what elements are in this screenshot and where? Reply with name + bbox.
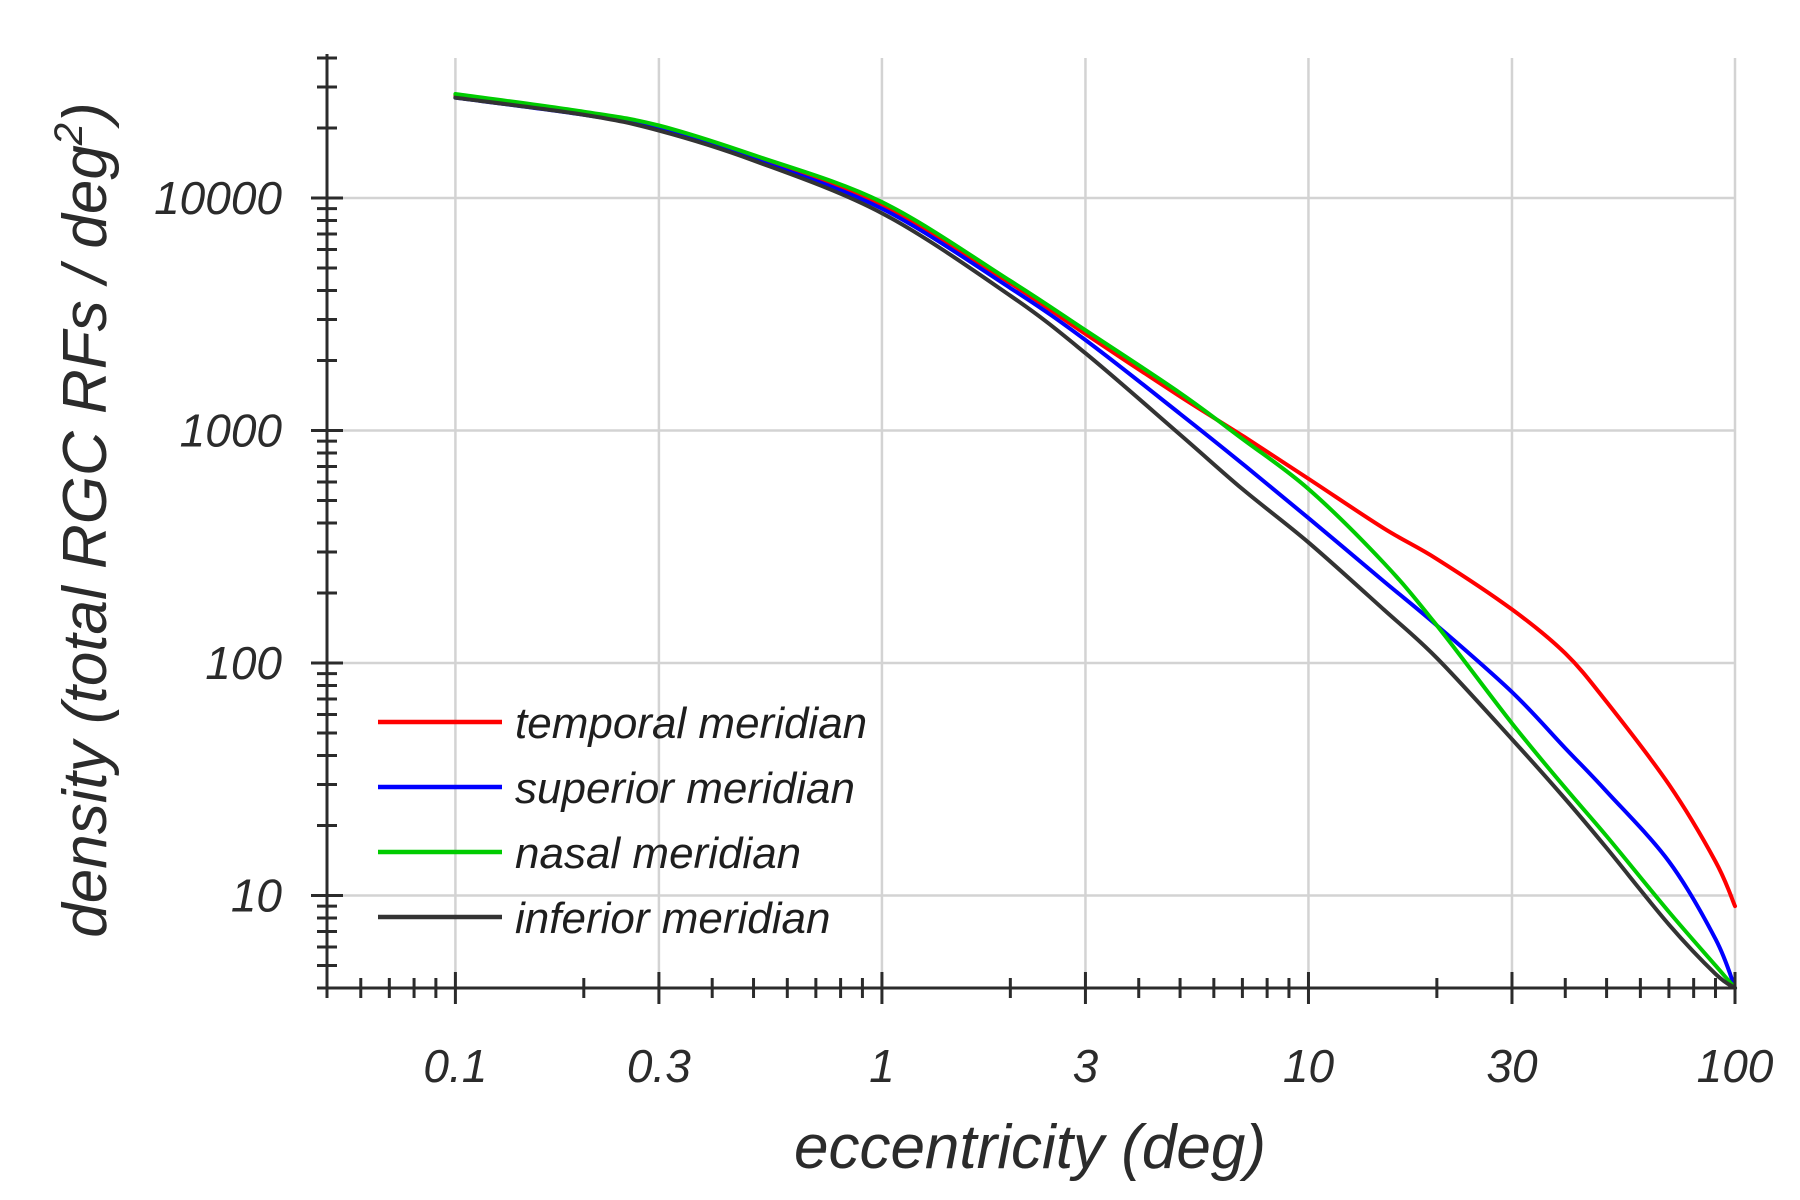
legend-label-superior: superior meridian xyxy=(515,764,855,813)
x-tick-label: 0.3 xyxy=(627,1040,691,1092)
legend: temporal meridian superior meridian nasal … xyxy=(378,699,867,943)
x-tick-label: 10 xyxy=(1283,1040,1335,1092)
series-line-nasal xyxy=(453,92,1737,990)
x-tick-label: 100 xyxy=(1697,1040,1774,1092)
series-line-inferior xyxy=(453,95,1737,990)
legend-label-temporal: temporal meridian xyxy=(515,699,867,748)
x-tick-label: 3 xyxy=(1073,1040,1099,1092)
y-tick-label: 10 xyxy=(231,869,283,921)
x-tick-label: 0.1 xyxy=(423,1040,487,1092)
series-lines xyxy=(453,92,1737,990)
x-axis-title: eccentricity (deg) xyxy=(794,1113,1266,1182)
legend-label-nasal: nasal meridian xyxy=(515,829,801,878)
legend-label-inferior: inferior meridian xyxy=(515,894,830,943)
y-axis-title-superscript: 2 xyxy=(47,123,91,146)
y-tick-labels: 10 100 1000 10000 xyxy=(154,172,282,922)
x-tick-label: 30 xyxy=(1486,1040,1538,1092)
x-tick-label: 1 xyxy=(869,1040,895,1092)
y-tick-label: 10000 xyxy=(154,172,282,224)
axes xyxy=(311,54,1737,1004)
y-tick-label: 1000 xyxy=(180,404,283,456)
y-axis-title: density (total RGC RFs / deg2) xyxy=(47,102,120,937)
x-tick-labels: 0.1 0.3 1 3 10 30 100 xyxy=(423,1040,1773,1092)
y-tick-label: 100 xyxy=(205,637,282,689)
y-axis-title-main: density (total RGC RFs / deg xyxy=(51,145,120,938)
